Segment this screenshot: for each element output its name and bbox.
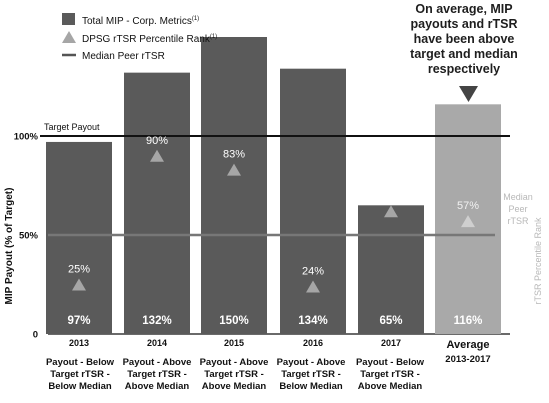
legend-label: DPSG rTSR Percentile Rank(1) xyxy=(82,34,217,45)
rtsr-value-label: 25% xyxy=(68,264,90,276)
rtsr-value-label: 24% xyxy=(302,265,324,277)
callout-arrow-icon xyxy=(459,86,478,102)
y-axis-title: MIP Payout (% of Target) xyxy=(4,188,15,305)
x-tick-sublabel: 2013-2017 xyxy=(445,354,490,365)
x-tick-label: 2014 xyxy=(147,338,167,348)
legend-triangle-icon xyxy=(62,31,76,43)
legend-bar-swatch xyxy=(62,13,75,25)
bar-value-label: 132% xyxy=(142,315,171,327)
y-tick-label: 100% xyxy=(14,132,39,143)
legend-label: Median Peer rTSR xyxy=(82,51,165,62)
bar xyxy=(201,37,267,334)
bar-value-label: 150% xyxy=(219,315,248,327)
y-tick-label: 0 xyxy=(33,330,38,341)
x-tick-label: 2013 xyxy=(69,338,89,348)
right-axis-title: rTSR Percentile Rank xyxy=(533,217,543,305)
bar xyxy=(358,205,424,334)
rtsr-marker xyxy=(227,163,241,176)
bottom-label: Payout - Above Target rTSR - Above Media… xyxy=(122,357,192,392)
y-tick-label: 50% xyxy=(19,231,39,242)
bar xyxy=(280,68,346,335)
bottom-label: Payout - Above Target rTSR - Above Media… xyxy=(199,357,269,392)
bottom-label: Payout - Below Target rTSR - Below Media… xyxy=(45,357,115,392)
bar xyxy=(124,72,190,334)
x-tick-label: 2017 xyxy=(381,338,401,348)
rtsr-marker xyxy=(150,149,164,162)
rtsr-marker xyxy=(72,278,86,291)
bar-value-label: 65% xyxy=(379,315,402,327)
rtsr-marker xyxy=(306,280,320,293)
rtsr-marker xyxy=(461,215,475,228)
rtsr-marker xyxy=(384,205,398,218)
bottom-label: Payout - Below Target rTSR - Above Media… xyxy=(355,357,425,392)
bar-value-label: 134% xyxy=(298,315,327,327)
bar xyxy=(46,141,112,334)
rtsr-value-label: 62% xyxy=(380,190,402,202)
x-tick-label: 2016 xyxy=(303,338,323,348)
target-payout-label: Target Payout xyxy=(44,122,100,132)
x-tick-label: 2015 xyxy=(224,338,244,348)
rtsr-value-label: 57% xyxy=(457,200,479,212)
legend-label: Total MIP - Corp. Metrics(1) xyxy=(82,16,199,27)
bar-value-label: 116% xyxy=(454,315,483,327)
median-peer-note: Median Peer rTSR xyxy=(503,192,533,226)
x-tick-label: Average xyxy=(446,339,489,351)
legend-footnote-mark: (1) xyxy=(210,34,217,40)
bottom-label: Payout - Above Target rTSR - Below Media… xyxy=(276,357,346,392)
callout-text: On average, MIP payouts and rTSR have be… xyxy=(410,2,518,76)
legend-footnote-mark: (1) xyxy=(192,16,199,22)
rtsr-value-label: 83% xyxy=(223,149,245,161)
bar-value-label: 97% xyxy=(67,315,90,327)
rtsr-value-label: 90% xyxy=(146,135,168,147)
